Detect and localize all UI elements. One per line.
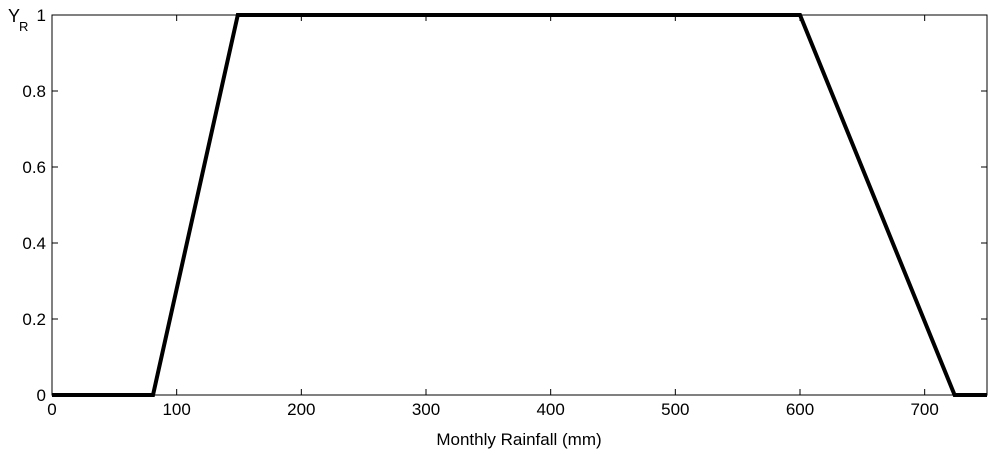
y-tick-label: 1 — [37, 6, 46, 25]
y-axis-label: Y R — [8, 6, 28, 34]
x-tick-label: 700 — [910, 400, 938, 419]
x-tick-label: 600 — [786, 400, 814, 419]
x-axis-label: Monthly Rainfall (mm) — [436, 430, 601, 449]
x-tick-label: 100 — [162, 400, 190, 419]
y-tick-label: 0.6 — [22, 158, 46, 177]
ticks — [51, 14, 987, 396]
series-line-0 — [52, 13, 987, 397]
x-tick-label: 300 — [412, 400, 440, 419]
y-tick-label: 0.2 — [22, 310, 46, 329]
y-axis-label-main: Y — [8, 6, 20, 26]
series-layer — [52, 13, 987, 397]
y-tick-label: 0.8 — [22, 82, 46, 101]
x-tick-label: 400 — [536, 400, 564, 419]
x-tick-label: 0 — [47, 400, 56, 419]
tick-labels: 0 100 200 300 400 500 600 700 0 0.2 0.4 0.6 0.8 1 — [22, 6, 938, 419]
x-tick-label: 500 — [661, 400, 689, 419]
y-tick-label: 0 — [37, 386, 46, 405]
y-tick-label: 0.4 — [22, 234, 46, 253]
y-axis-label-subscript: R — [19, 19, 28, 34]
x-tick-label: 200 — [287, 400, 315, 419]
plot-frame — [51, 14, 988, 396]
